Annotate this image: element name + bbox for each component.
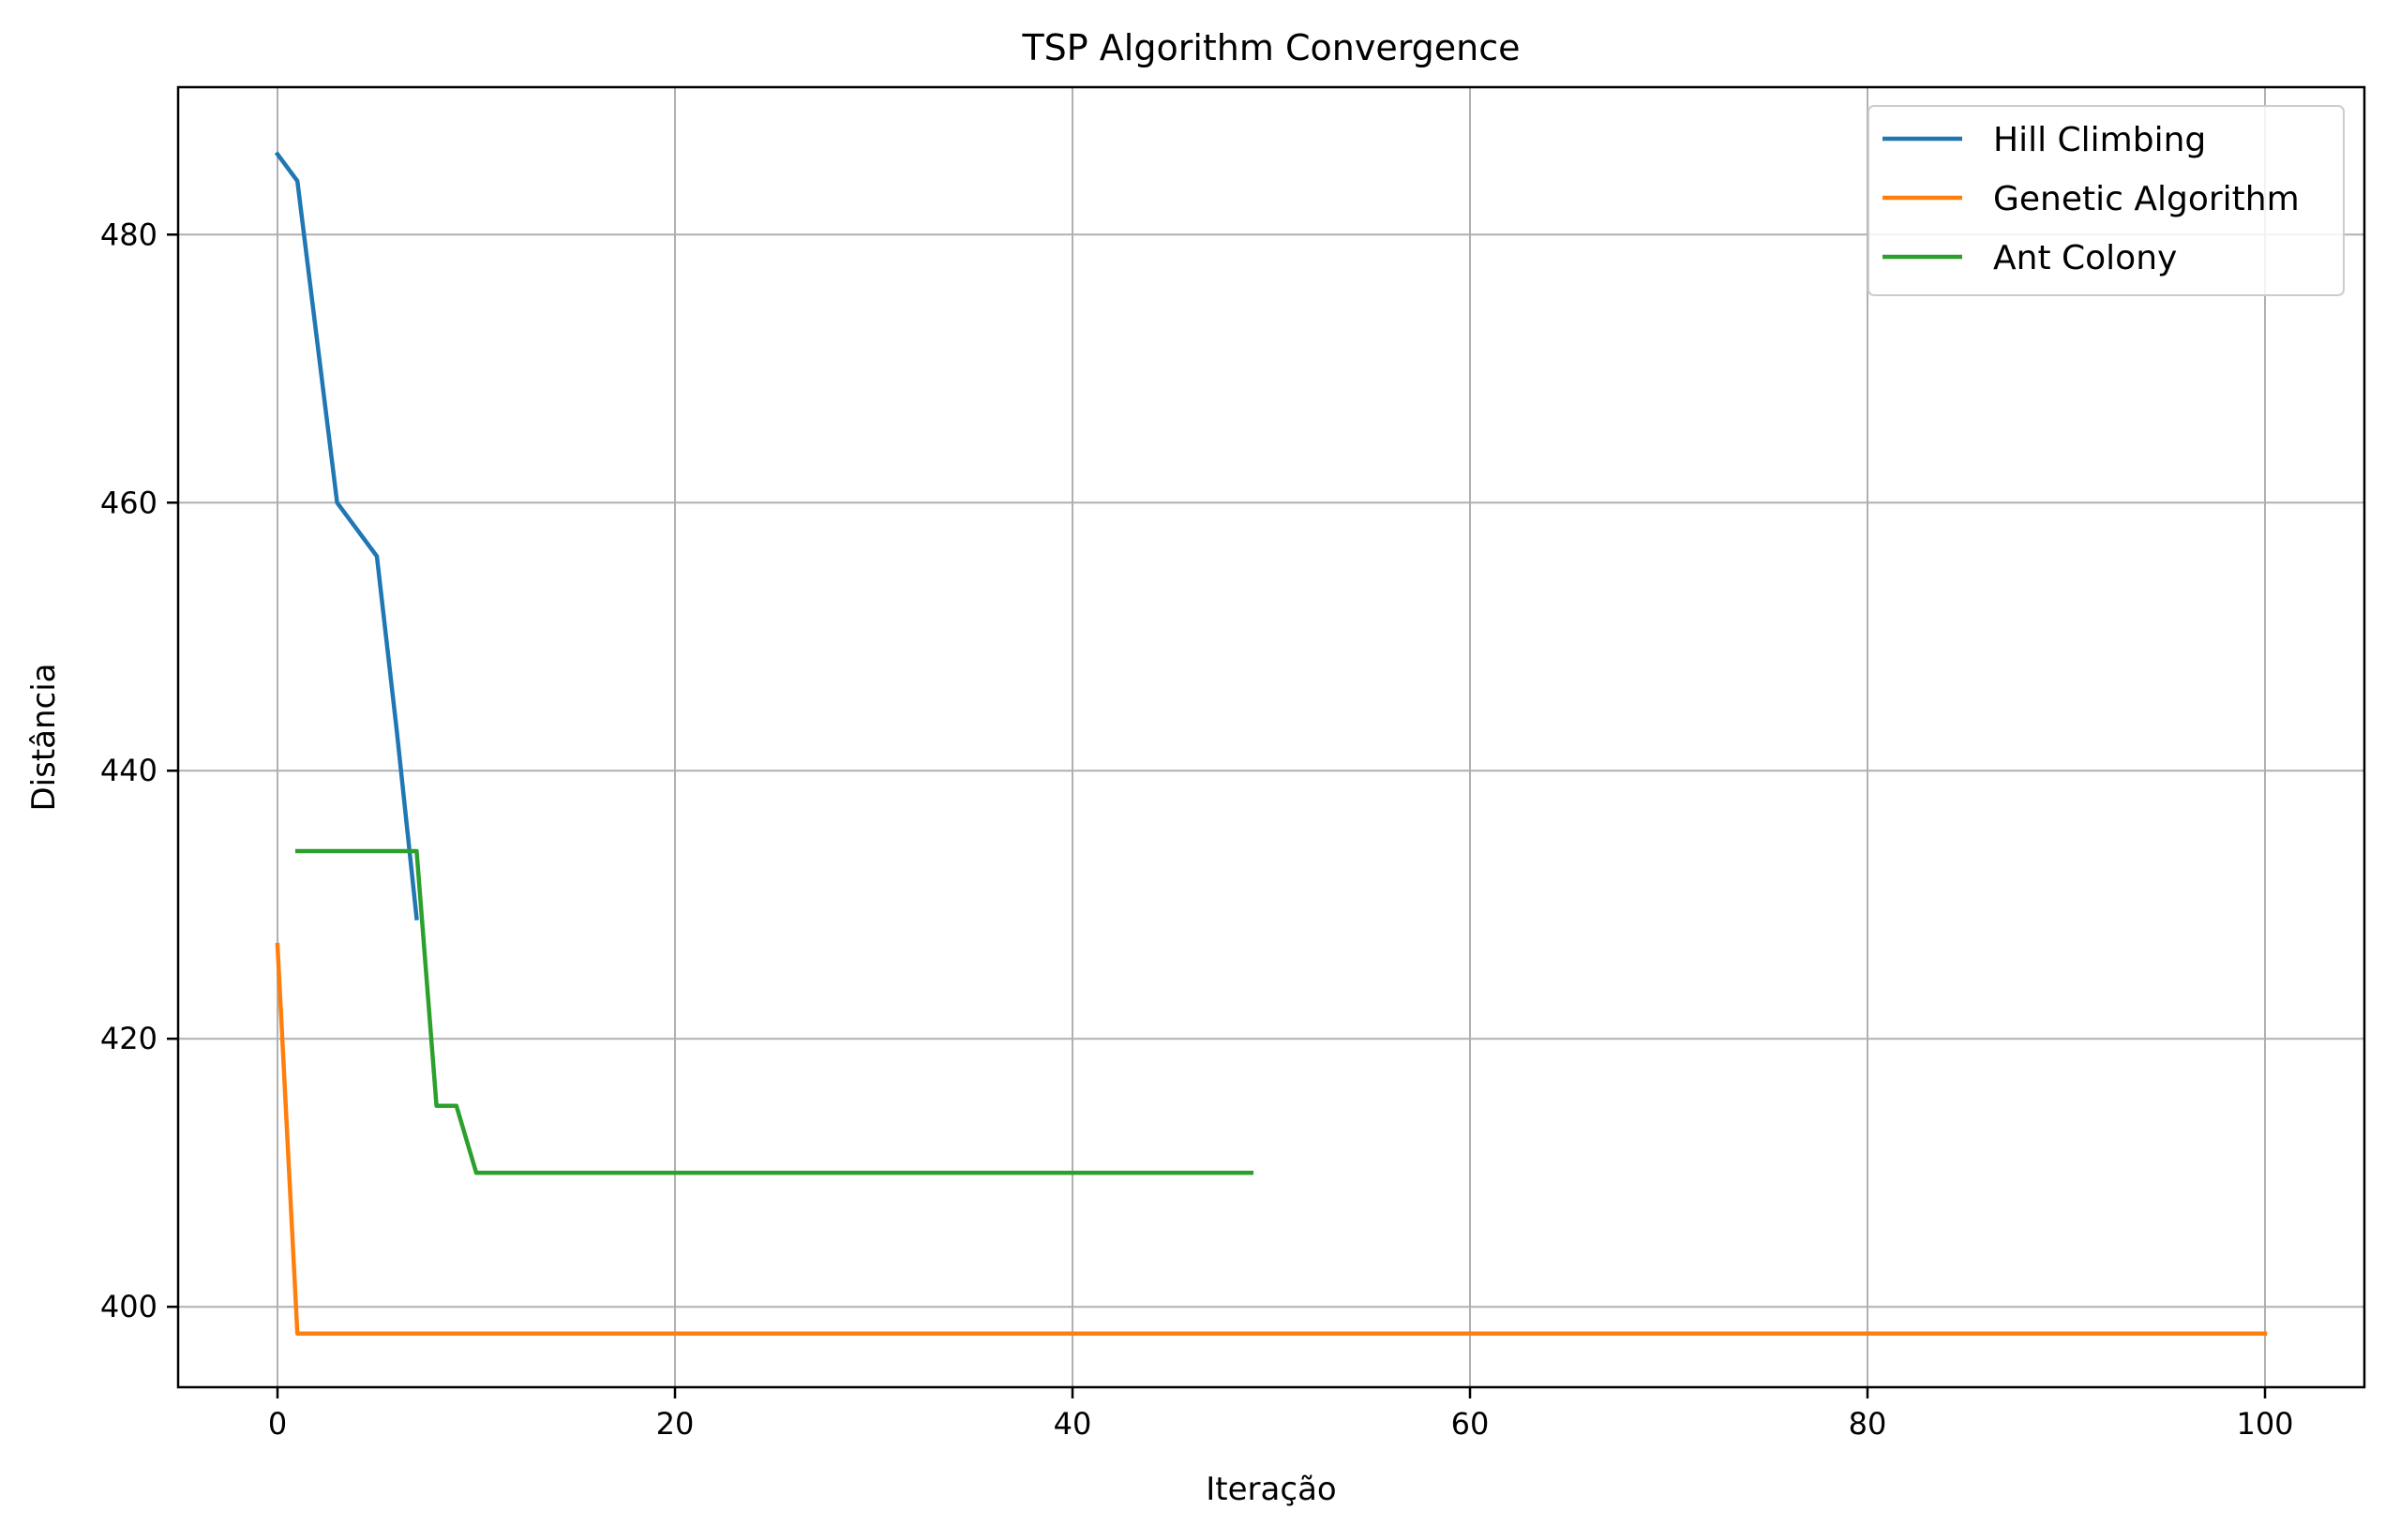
y-tick-label: 420 [100,1021,158,1056]
legend-label-hill-climbing: Hill Climbing [1993,121,2206,159]
chart-title: TSP Algorithm Convergence [1021,27,1520,68]
y-tick-label: 400 [100,1289,158,1324]
y-tick-label: 460 [100,485,158,520]
x-axis-label: Iteração [1206,1471,1336,1508]
x-tick-label: 60 [1451,1406,1490,1442]
y-axis-label: Distância [25,663,63,811]
legend: Hill Climbing Genetic Algorithm Ant Colony [1868,106,2344,295]
y-tick-label: 480 [100,217,158,252]
x-tick-label: 100 [2236,1406,2293,1442]
x-tick-label: 80 [1849,1406,1887,1442]
x-tick-label: 20 [656,1406,695,1442]
y-tick-label: 440 [100,753,158,788]
legend-label-ant-colony: Ant Colony [1993,239,2177,277]
x-tick-label: 0 [268,1406,287,1442]
x-tick-label: 40 [1054,1406,1092,1442]
legend-label-genetic-algorithm: Genetic Algorithm [1993,180,2300,218]
